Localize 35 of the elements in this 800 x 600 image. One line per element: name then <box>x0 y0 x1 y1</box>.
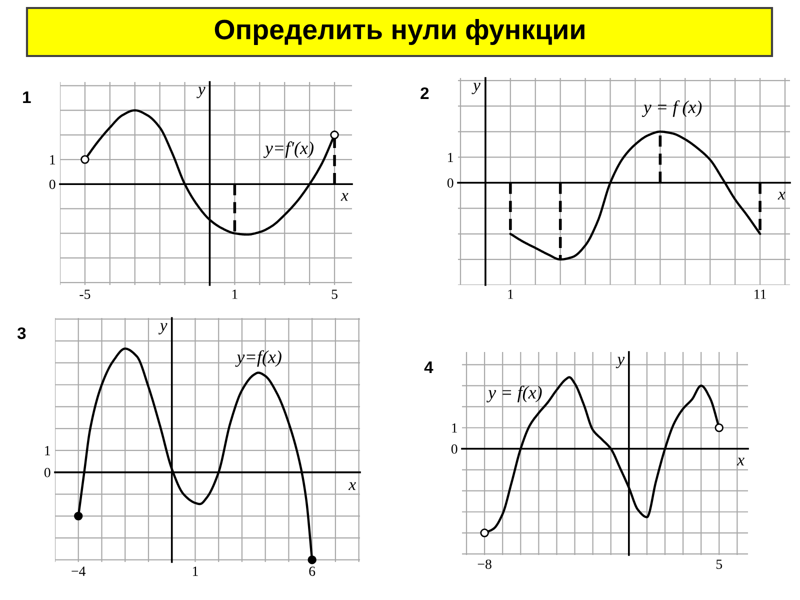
y-axis-title: y <box>616 356 625 368</box>
x-axis-title: x <box>340 193 348 201</box>
x-axis-title: x <box>348 482 356 490</box>
y-tick-label: 1 <box>452 423 457 433</box>
y-axis-title: y <box>472 82 480 94</box>
y-tick-label: 0 <box>451 444 458 454</box>
x-tick-label: −4 <box>72 566 86 576</box>
chart-title: 1 <box>23 92 31 103</box>
chart-title: 4 <box>424 362 434 373</box>
x-tick-label: -5 <box>80 290 90 299</box>
y-tick-label: 0 <box>49 180 56 190</box>
x-tick-label: 1 <box>232 290 238 299</box>
y-tick-label: 0 <box>447 178 454 188</box>
x-axis-title: x <box>778 192 786 200</box>
x-tick-label: 6 <box>309 566 316 576</box>
y-tick-label: 1 <box>50 155 55 164</box>
x-tick-label: −8 <box>478 560 492 569</box>
x-tick-label: 5 <box>332 290 338 299</box>
y-axis-title: y <box>196 86 206 98</box>
chart-title: 3 <box>17 327 26 340</box>
series-label: y = f(x) <box>486 386 542 402</box>
series-label: y = f (x) <box>642 100 702 117</box>
y-tick-label: 1 <box>448 152 453 162</box>
text: Определить нули функции <box>214 19 584 45</box>
chart-title: 2 <box>420 87 429 99</box>
x-tick-label: 1 <box>192 566 198 576</box>
x-tick-label: 1 <box>508 290 514 299</box>
y-tick-label: 1 <box>45 446 50 456</box>
y-axis-title: y <box>158 323 168 334</box>
x-axis-title: x <box>736 458 744 466</box>
x-tick-label: 11 <box>754 290 766 299</box>
y-tick-label: 0 <box>44 468 50 478</box>
series-label: y=f'(x) <box>263 141 314 158</box>
series-label: y=f(x) <box>235 350 282 367</box>
x-tick-label: 5 <box>716 560 722 569</box>
